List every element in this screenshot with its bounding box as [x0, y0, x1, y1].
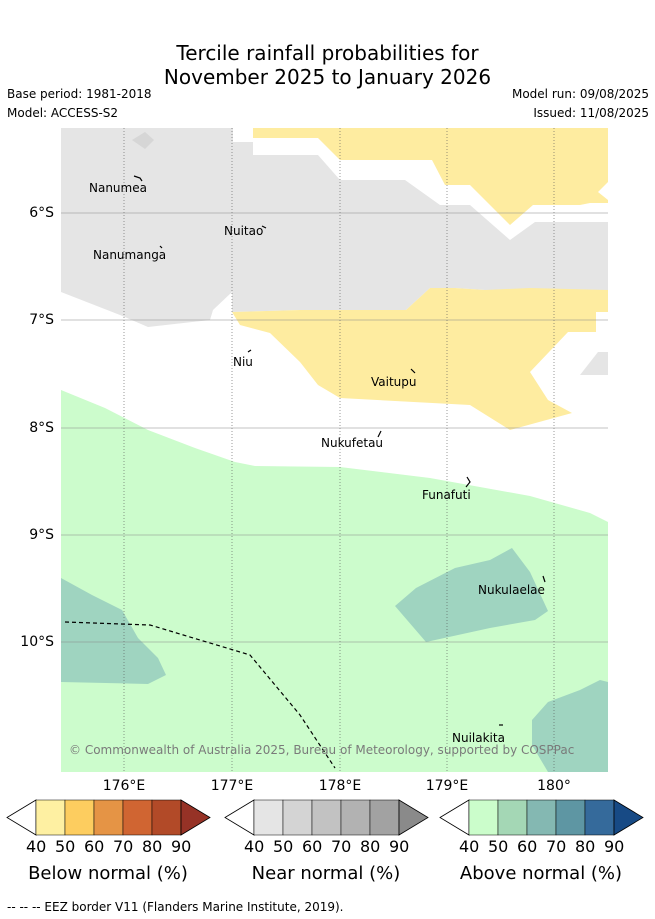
- near-normal-patch: [132, 132, 154, 149]
- colorbar-tick-label: 50: [488, 837, 509, 856]
- colorbar-tick-label: 70: [331, 837, 352, 856]
- above-normal-teal: [61, 578, 166, 684]
- map-title-line1: Tercile rainfall probabilities for: [176, 41, 479, 65]
- eez-legend: -- -- -- EEZ border V11 (Flanders Marine…: [7, 900, 344, 914]
- graticule-lon: [123, 128, 555, 772]
- colorbar-tick-label: 60: [517, 837, 538, 856]
- near-normal-patch: [580, 352, 608, 375]
- colorbar-tick-label: 70: [546, 837, 567, 856]
- colorbar-tick-label: 50: [273, 837, 294, 856]
- issued-date: Issued: 11/08/2025: [533, 106, 649, 120]
- colorbar-tick-label: 80: [142, 837, 163, 856]
- below-normal-region: [232, 288, 608, 430]
- colorbar-tick-label: 40: [26, 837, 47, 856]
- colorbar-segment: [555, 799, 586, 836]
- lon-label: 177°E: [210, 778, 254, 794]
- colorbar-segment: [497, 799, 528, 836]
- colorbar-tick-label: 80: [360, 837, 381, 856]
- colorbar-segment: [35, 799, 66, 836]
- lon-label: 180°: [537, 778, 571, 794]
- colorbar-extend-low: [439, 799, 470, 836]
- colorbar-segment: [526, 799, 557, 836]
- lat-label: 9°S: [29, 527, 54, 543]
- above-normal-region: [61, 390, 608, 772]
- colorbar-extend-low: [224, 799, 255, 836]
- graticule-lat: [61, 212, 608, 643]
- island-markers: [133, 175, 546, 726]
- island-label-nuilakita: Nuilakita: [452, 731, 505, 745]
- colorbar-segment: [64, 799, 95, 836]
- colorbar-extend-high: [180, 799, 211, 836]
- colorbar-tick-label: 60: [302, 837, 323, 856]
- copyright-notice: © Commonwealth of Australia 2025, Bureau…: [69, 743, 574, 757]
- colorbar-segment: [311, 799, 342, 836]
- colorbar-near-normal: [224, 799, 429, 836]
- colorbar-segment: [253, 799, 284, 836]
- colorbar-segment: [151, 799, 182, 836]
- island-label-nanumanga: Nanumanga: [93, 248, 166, 262]
- colorbar-segment: [584, 799, 615, 836]
- colorbar-tick-label: 90: [604, 837, 625, 856]
- colorbar-tick-label: 90: [389, 837, 410, 856]
- colorbar-extend-high: [398, 799, 429, 836]
- colorbar-segment: [93, 799, 124, 836]
- near-normal-region: [61, 128, 608, 327]
- colorbar-title-below: Below normal (%): [28, 863, 188, 884]
- colorbar-tick-label: 60: [84, 837, 105, 856]
- lon-label: 176°E: [102, 778, 146, 794]
- lat-label: 6°S: [29, 205, 54, 221]
- colorbar-tick-label: 70: [113, 837, 134, 856]
- island-label-funafuti: Funafuti: [422, 488, 471, 502]
- island-label-nukufetau: Nukufetau: [321, 436, 383, 450]
- colorbar-extend-low: [6, 799, 37, 836]
- lat-label: 10°S: [20, 634, 54, 650]
- base-period: Base period: 1981-2018: [7, 87, 152, 101]
- above-normal-teal: [395, 548, 548, 642]
- island-label-vaitupu: Vaitupu: [371, 375, 417, 389]
- model-run: Model run: 09/08/2025: [511, 87, 649, 101]
- model-name: Model: ACCESS-S2: [7, 106, 119, 120]
- below-normal-region: [253, 128, 608, 225]
- colorbar-above-normal: [439, 799, 644, 836]
- colorbar-segment: [340, 799, 371, 836]
- island-label-nanumea: Nanumea: [89, 181, 147, 195]
- colorbar-tick-label: 90: [171, 837, 192, 856]
- lat-label: 8°S: [29, 420, 54, 436]
- colorbar-tick-label: 50: [55, 837, 76, 856]
- island-label-niu: Niu: [233, 355, 253, 369]
- above-normal-teal: [532, 680, 608, 772]
- colorbar-tick-label: 40: [244, 837, 265, 856]
- colorbar-segment: [468, 799, 499, 836]
- colorbar-title-above: Above normal (%): [459, 863, 623, 884]
- lon-label: 178°E: [318, 778, 362, 794]
- island-label-nukulaelae: Nukulaelae: [478, 583, 545, 597]
- colorbar-segment: [122, 799, 153, 836]
- colorbar-title-near: Near normal (%): [251, 863, 401, 884]
- lon-label: 179°E: [425, 778, 469, 794]
- colorbar-extend-high: [613, 799, 644, 836]
- lat-label: 7°S: [29, 312, 54, 328]
- colorbar-tick-label: 80: [575, 837, 596, 856]
- eez-border: [64, 621, 336, 769]
- colorbar-segment: [282, 799, 313, 836]
- colorbar-tick-label: 40: [459, 837, 480, 856]
- colorbar-below-normal: [6, 799, 211, 836]
- colorbar-segment: [369, 799, 400, 836]
- island-label-nuitao: Nuitao: [224, 224, 263, 238]
- map-title-line2: November 2025 to January 2026: [163, 65, 492, 89]
